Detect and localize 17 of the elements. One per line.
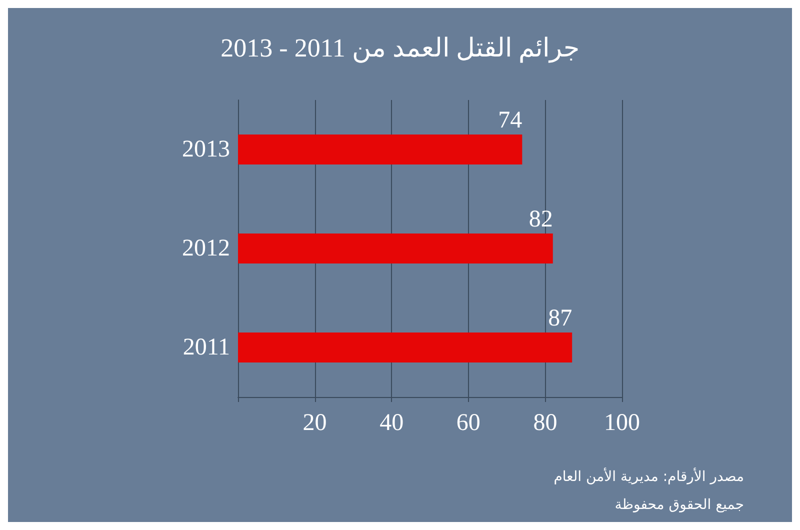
- chart-title: جرائم القتل العمد من 2011 - 2013: [220, 34, 580, 64]
- bar: [238, 332, 572, 362]
- x-tick-label: 80: [533, 410, 558, 436]
- y-tick-label: 2011: [182, 334, 230, 360]
- y-tick-label: 2012: [182, 236, 230, 262]
- bar: [238, 234, 553, 264]
- x-tick-label: 100: [604, 410, 640, 436]
- y-tick-label: 2013: [182, 136, 230, 162]
- x-tick-label: 20: [302, 410, 327, 436]
- text: جميع الحقوق محفوظة: [614, 497, 744, 513]
- text: مصدر الأرقام: مديرية الأمن العام: [554, 467, 744, 485]
- data-label: 74: [498, 108, 522, 134]
- x-tick-label: 60: [456, 410, 480, 436]
- data-label: 87: [548, 306, 572, 332]
- bar: [238, 134, 522, 164]
- data-label: 82: [528, 206, 553, 232]
- x-tick-label: 40: [380, 410, 404, 436]
